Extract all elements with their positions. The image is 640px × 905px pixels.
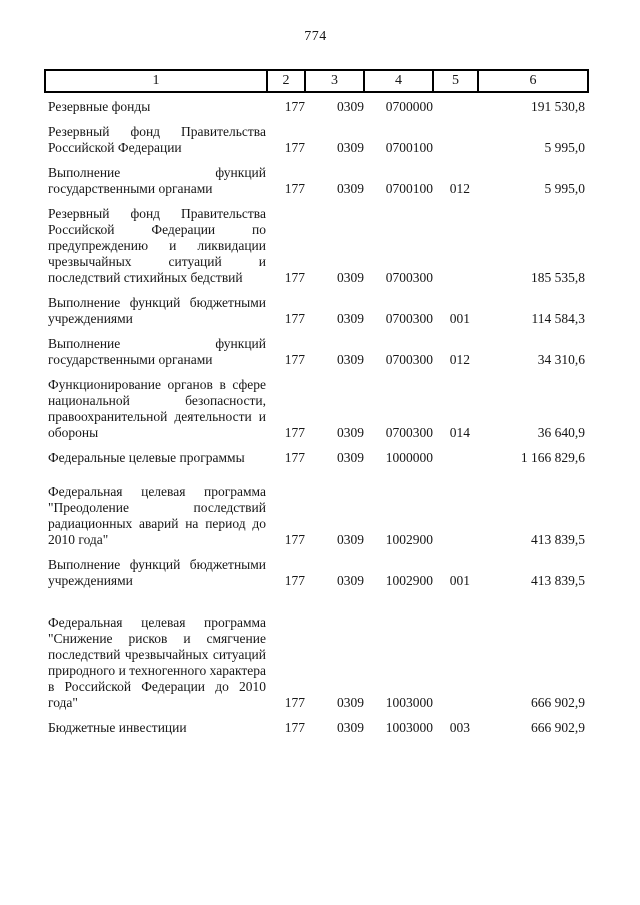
code-cell: 0700300 <box>385 425 433 440</box>
amount-cell: 191 530,8 <box>531 99 585 114</box>
code-cell: 177 <box>284 352 305 367</box>
code-cell: 012 <box>449 352 470 367</box>
row-title-cell: Резервный фонд Правительства Российской … <box>48 206 266 285</box>
code-cell: 0309 <box>337 270 364 285</box>
row-title-cell: Функционирование органов в сфере национа… <box>48 377 266 440</box>
code-cell: 177 <box>284 532 305 547</box>
row-title-cell: Федеральная целевая программа "Преодолен… <box>48 484 266 547</box>
amount-cell: 1 166 829,6 <box>520 450 585 465</box>
code-cell: 001 <box>449 311 470 326</box>
row-title-cell: Выполнение функций государственными орга… <box>48 165 266 196</box>
code-cell: 177 <box>284 311 305 326</box>
table-row: Выполнение функций бюджетными учреждения… <box>45 548 588 589</box>
row-title-cell: Резервный фонд Правительства Российской … <box>48 124 266 155</box>
code-cell: 0700100 <box>385 140 433 155</box>
row-title-cell: Резервные фонды <box>48 99 151 114</box>
column-header-1: 1 <box>44 69 268 93</box>
row-title-cell: Выполнение функций бюджетными учреждения… <box>48 295 266 326</box>
code-cell: 177 <box>284 720 305 735</box>
code-cell: 1003000 <box>385 720 433 735</box>
code-cell: 014 <box>449 425 470 440</box>
code-cell: 0309 <box>337 573 364 588</box>
code-cell: 003 <box>449 720 470 735</box>
table-row: Федеральные целевые программы 177 0309 1… <box>45 441 588 466</box>
code-cell: 0309 <box>337 352 364 367</box>
code-cell <box>433 441 478 466</box>
code-cell: 0309 <box>337 532 364 547</box>
code-cell: 0309 <box>337 425 364 440</box>
code-cell: 0700300 <box>385 311 433 326</box>
code-cell <box>433 92 478 115</box>
code-cell: 0700300 <box>385 352 433 367</box>
amount-cell: 185 535,8 <box>531 270 585 285</box>
row-title-cell: Бюджетные инвестиции <box>48 720 187 735</box>
amount-cell: 34 310,6 <box>537 352 585 367</box>
table-row: Резервные фонды 177 0309 0700000 191 530… <box>45 92 588 115</box>
code-cell: 0309 <box>337 140 364 155</box>
code-cell: 177 <box>284 140 305 155</box>
code-cell: 177 <box>284 695 305 710</box>
amount-cell: 666 902,9 <box>531 695 585 710</box>
code-cell: 177 <box>284 450 305 465</box>
code-cell: 0309 <box>337 695 364 710</box>
table-row: Федеральная целевая программа "Снижение … <box>45 589 588 711</box>
code-cell: 0309 <box>337 450 364 465</box>
table-row: Резервный фонд Правительства Российской … <box>45 115 588 156</box>
table-row: Выполнение функций государственными орга… <box>45 327 588 368</box>
code-cell: 1000000 <box>385 450 433 465</box>
table-row: Резервный фонд Правительства Российской … <box>45 197 588 286</box>
row-title-cell: Федеральная целевая программа "Снижение … <box>48 615 266 710</box>
code-cell: 0700000 <box>385 99 433 114</box>
amount-cell: 36 640,9 <box>537 425 585 440</box>
amount-cell: 114 584,3 <box>531 311 586 326</box>
code-cell: 177 <box>284 270 305 285</box>
code-cell: 177 <box>284 573 305 588</box>
row-title-cell: Выполнение функций бюджетными учреждения… <box>48 557 266 588</box>
amount-cell: 5 995,0 <box>544 181 586 196</box>
code-cell: 012 <box>449 181 470 196</box>
code-cell: 177 <box>284 99 305 114</box>
code-cell: 0309 <box>337 311 364 326</box>
table-row: Бюджетные инвестиции 177 0309 1003000 00… <box>45 711 588 736</box>
table-header-row: 1 2 3 4 5 6 <box>44 69 589 93</box>
code-cell: 0309 <box>337 99 364 114</box>
code-cell: 001 <box>449 573 470 588</box>
code-cell: 0309 <box>337 720 364 735</box>
column-header-4: 4 <box>363 69 434 93</box>
code-cell <box>433 197 478 286</box>
column-header-3: 3 <box>304 69 365 93</box>
table-row: Выполнение функций государственными орга… <box>45 156 588 197</box>
code-cell: 1002900 <box>385 532 433 547</box>
table-row: Федеральная целевая программа "Преодолен… <box>45 466 588 548</box>
column-header-6: 6 <box>477 69 589 93</box>
amount-cell: 413 839,5 <box>531 532 585 547</box>
code-cell: 1003000 <box>385 695 433 710</box>
code-cell: 0309 <box>337 181 364 196</box>
amount-cell: 413 839,5 <box>531 573 585 588</box>
table-row: Функционирование органов в сфере национа… <box>45 368 588 441</box>
page-number: 774 <box>304 29 327 44</box>
row-title-cell: Выполнение функций государственными орга… <box>48 336 266 367</box>
code-cell: 0700300 <box>385 270 433 285</box>
page-header: 774 <box>44 0 587 45</box>
amount-cell: 5 995,0 <box>544 140 586 155</box>
row-title-cell: Федеральные целевые программы <box>48 450 245 465</box>
table-row: Выполнение функций бюджетными учреждения… <box>45 286 588 327</box>
amount-cell: 666 902,9 <box>531 720 585 735</box>
code-cell: 1002900 <box>385 573 433 588</box>
code-cell: 177 <box>284 425 305 440</box>
code-cell: 0700100 <box>385 181 433 196</box>
code-cell <box>433 589 478 711</box>
budget-table: 1 2 3 4 5 6 Резервные фонды 177 0309 070… <box>44 69 589 736</box>
code-cell <box>433 466 478 548</box>
code-cell: 177 <box>284 181 305 196</box>
column-header-2: 2 <box>266 69 306 93</box>
column-header-5: 5 <box>432 69 479 93</box>
code-cell <box>433 115 478 156</box>
